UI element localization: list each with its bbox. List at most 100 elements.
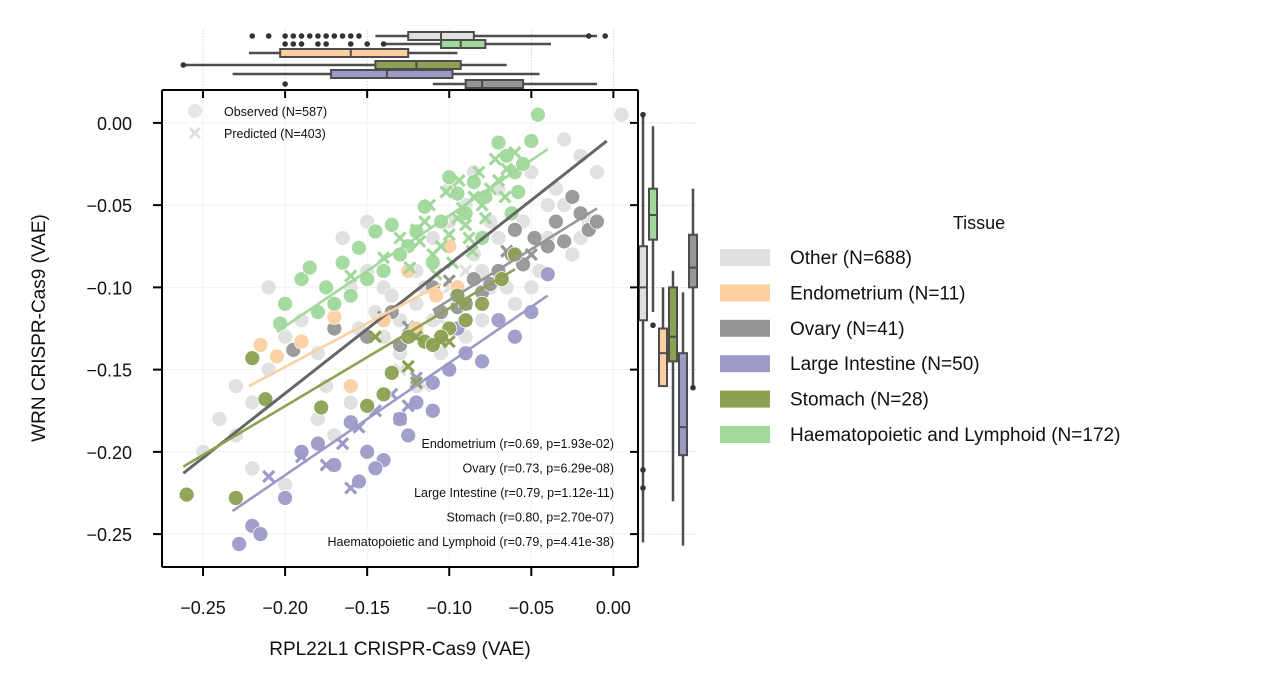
point-observed-endometrium xyxy=(342,378,359,394)
x-marker-stroke xyxy=(403,261,417,275)
correlation-annotation: Endometrium (r=0.69, p=1.93e-02) xyxy=(422,437,614,451)
point-predicted-haematopoietic-and-lymphoid xyxy=(452,173,466,188)
outlier xyxy=(282,41,288,47)
outlier xyxy=(602,33,608,39)
point-observed-other xyxy=(260,279,277,296)
point-observed-haematopoietic-and-lymphoid xyxy=(523,133,540,149)
point-observed-ovary xyxy=(506,221,523,238)
x-marker-stroke xyxy=(417,214,432,229)
point-observed-haematopoietic-and-lymphoid xyxy=(510,184,527,200)
point-observed-other xyxy=(211,411,228,427)
point-observed-haematopoietic-and-lymphoid xyxy=(449,185,466,202)
top-boxplot-haematopoietic-and-lymphoid xyxy=(282,39,552,49)
right-boxplot-stomach xyxy=(668,270,678,502)
correlation-annotation: Haematopoietic and Lymphoid (r=0.79, p=4… xyxy=(327,535,614,549)
point-predicted-large-intestine xyxy=(344,481,358,495)
point-predicted-haematopoietic-and-lymphoid xyxy=(417,214,432,229)
outlier xyxy=(339,33,346,39)
x-tick-label: 0.00 xyxy=(596,598,631,618)
point-predicted-large-intestine xyxy=(262,469,276,484)
y-axis-title: WRN CRISPR-Cas9 (VAE) xyxy=(29,214,50,442)
outlier xyxy=(323,41,329,47)
outlier xyxy=(585,33,592,39)
x-tick-label: −0.25 xyxy=(180,598,226,618)
point-observed-haematopoietic-and-lymphoid xyxy=(351,240,367,256)
point-observed-haematopoietic-and-lymphoid xyxy=(367,223,384,240)
point-predicted-haematopoietic-and-lymphoid xyxy=(442,228,456,242)
x-marker-stroke xyxy=(294,450,309,464)
point-observed-other xyxy=(244,460,261,477)
point-observed-large-intestine xyxy=(539,266,556,283)
x-marker-stroke xyxy=(344,269,358,283)
outlier xyxy=(290,41,297,47)
point-observed-haematopoietic-and-lymphoid xyxy=(318,279,335,296)
point-observed-stomach xyxy=(375,386,392,403)
point-observed-ovary xyxy=(556,233,573,250)
legend-label: Stomach (N=28) xyxy=(790,390,929,411)
outlier xyxy=(323,33,329,39)
x-marker-stroke xyxy=(368,330,383,344)
x-marker-stroke xyxy=(459,264,473,278)
x-axis-title: RPL22L1 CRISPR-Cas9 (VAE) xyxy=(269,639,531,660)
point-predicted-haematopoietic-and-lymphoid xyxy=(459,218,473,232)
axes-layer: −0.25 −0.20 −0.15 −0.10 −0.05 0.00 0.00 −0.05 −0… xyxy=(86,89,639,618)
box xyxy=(464,79,525,89)
point-observed-other xyxy=(244,394,261,411)
box xyxy=(374,60,462,70)
x-marker-stroke xyxy=(188,126,202,140)
point-predicted-stomach xyxy=(368,330,383,344)
y-tick-label: −0.15 xyxy=(86,361,132,381)
legend-swatch xyxy=(720,355,770,373)
correlation-annotation: Large Intestine (r=0.79, p=1.12e-11) xyxy=(414,486,614,500)
correlation-annotations: Endometrium (r=0.69, p=1.93e-02) Ovary (r… xyxy=(327,437,614,549)
outlier xyxy=(364,41,370,47)
point-predicted-large-intestine xyxy=(401,399,415,413)
marker-legend-label: Predicted (N=403) xyxy=(224,127,326,141)
x-marker-stroke xyxy=(488,152,502,166)
point-observed-other xyxy=(613,106,630,123)
x-marker-stroke xyxy=(393,231,407,245)
right-boxplot-large-intestine xyxy=(678,292,688,546)
point-observed-other xyxy=(506,295,523,312)
point-predicted-large-intestine xyxy=(393,412,407,426)
y-tick-label: −0.10 xyxy=(86,278,132,298)
x-marker-stroke xyxy=(452,173,466,188)
point-observed-haematopoietic-and-lymphoid xyxy=(383,216,400,233)
point-observed-large-intestine xyxy=(506,328,523,345)
outlier xyxy=(265,33,272,39)
right-boxplot-haematopoietic-and-lymphoid xyxy=(648,126,658,329)
legend-swatch xyxy=(720,390,770,408)
point-predicted-haematopoietic-and-lymphoid xyxy=(472,165,486,179)
x-marker-stroke xyxy=(409,371,424,385)
point-observed-large-intestine xyxy=(252,526,269,543)
point-predicted-haematopoietic-and-lymphoid xyxy=(434,239,448,253)
outlier xyxy=(282,81,288,87)
grid-layer xyxy=(162,90,638,567)
x-marker-stroke xyxy=(413,234,427,248)
fit-line-large-intestine xyxy=(231,294,549,513)
outlier xyxy=(640,111,646,118)
point-observed-large-intestine xyxy=(474,353,490,370)
point-observed-large-intestine xyxy=(424,402,441,419)
point-observed-other xyxy=(227,378,244,394)
point-observed-stomach xyxy=(257,391,274,408)
point-observed-ovary xyxy=(564,189,581,205)
x-tick-label: −0.05 xyxy=(509,598,555,618)
x-marker-stroke xyxy=(422,198,437,212)
outlier xyxy=(282,33,288,39)
point-observed-large-intestine xyxy=(293,443,310,460)
marker-legend: Observed (N=587) Predicted (N=403) xyxy=(188,104,327,141)
x-marker-stroke xyxy=(524,247,538,262)
box xyxy=(279,48,410,58)
point-observed-large-intestine xyxy=(367,460,384,477)
x-marker-stroke xyxy=(335,437,350,451)
x-marker-stroke xyxy=(498,190,512,204)
top-boxplot-endometrium xyxy=(248,48,458,58)
tissue-legend: Tissue Other (N=688) Endometrium (N=11) Ova… xyxy=(720,213,1120,446)
outlier xyxy=(640,485,646,491)
box xyxy=(440,39,487,49)
correlation-annotation: Ovary (r=0.73, p=6.29e-08) xyxy=(463,462,614,476)
outlier xyxy=(298,33,305,39)
x-marker-stroke xyxy=(319,458,333,472)
